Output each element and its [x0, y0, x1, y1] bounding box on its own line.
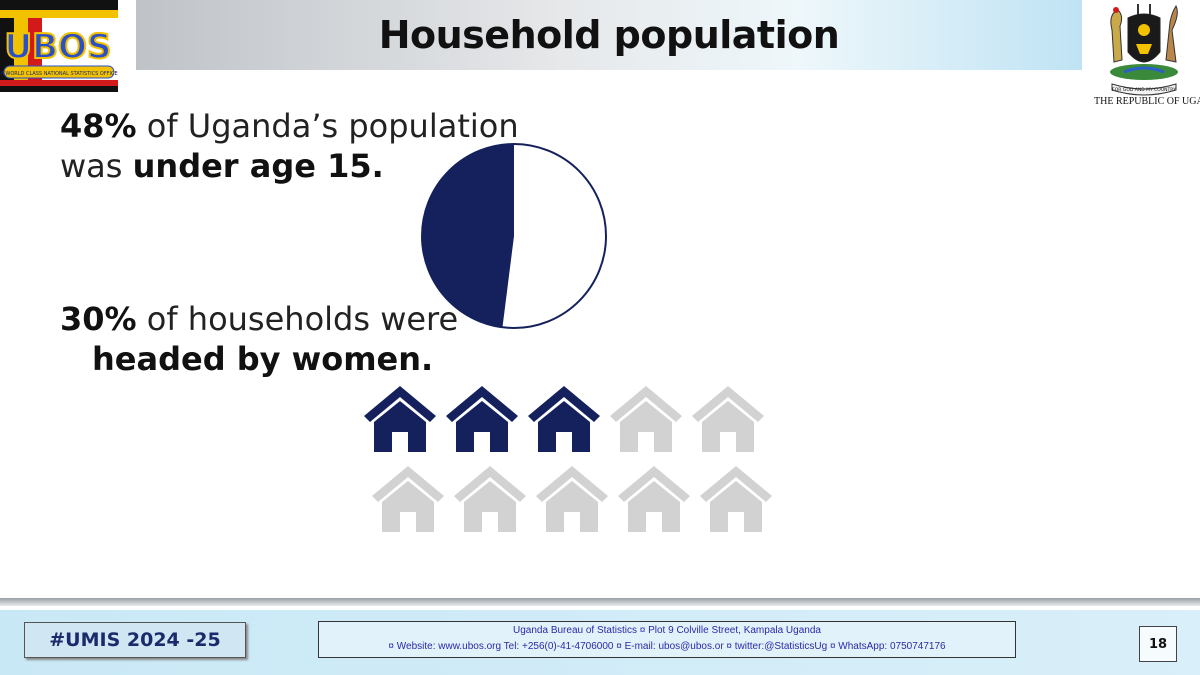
households-pictogram: [360, 382, 780, 542]
population-stat-line2: was under age 15.: [60, 146, 519, 186]
page-number: 18: [1139, 626, 1177, 662]
coat-motto: FOR GOD AND MY COUNTRY: [1112, 87, 1176, 93]
households-stat-line1: 30% of households were: [60, 299, 458, 339]
population-percent: 48%: [60, 107, 137, 145]
households-stat: 30% of households were headed by women.: [60, 299, 458, 379]
contact-box: Uganda Bureau of Statistics ¤ Plot 9 Col…: [318, 621, 1016, 658]
house-icon: [614, 462, 694, 534]
footer-divider: [0, 598, 1200, 606]
house-icon: [368, 462, 448, 534]
house-icon: [450, 462, 530, 534]
logo-motto: A WORLD CLASS NATIONAL STATISTICS OFFICE: [0, 71, 117, 77]
contact-details: ¤ Website: www.ubos.org Tel: +256(0)-41-…: [388, 641, 946, 652]
population-stat-line1: 48% of Uganda’s population: [60, 106, 519, 146]
republic-label: THE REPUBLIC OF UGANDA: [1094, 96, 1200, 107]
logo-text: UBOS: [5, 27, 112, 67]
survey-tag: #UMIS 2024 -25: [24, 622, 246, 658]
title-bar: Household population: [136, 0, 1082, 70]
coat-of-arms-icon: FOR GOD AND MY COUNTRY: [1094, 0, 1194, 100]
households-stat-emphasis: headed by women.: [92, 340, 434, 378]
population-stat-text: of Uganda’s population: [136, 107, 519, 145]
pie-slice-under-15: [421, 144, 514, 328]
house-icon-filled: [360, 382, 440, 454]
house-icon: [696, 462, 776, 534]
population-pie-chart: [421, 143, 607, 329]
house-icon: [606, 382, 686, 454]
population-stat-prefix: was: [60, 147, 133, 185]
house-icon: [532, 462, 612, 534]
house-icon-filled: [442, 382, 522, 454]
contact-address: Uganda Bureau of Statistics ¤ Plot 9 Col…: [513, 625, 821, 636]
population-stat-emphasis: under age 15.: [132, 147, 384, 185]
population-stat: 48% of Uganda’s population was under age…: [60, 106, 519, 186]
households-stat-text: of households were: [136, 300, 459, 338]
page-title: Household population: [378, 13, 840, 57]
households-stat-line2: headed by women.: [60, 339, 458, 379]
house-icon-filled: [524, 382, 604, 454]
house-icon: [688, 382, 768, 454]
ubos-logo: UBOS A WORLD CLASS NATIONAL STATISTICS O…: [0, 0, 118, 92]
households-percent: 30%: [60, 300, 137, 338]
